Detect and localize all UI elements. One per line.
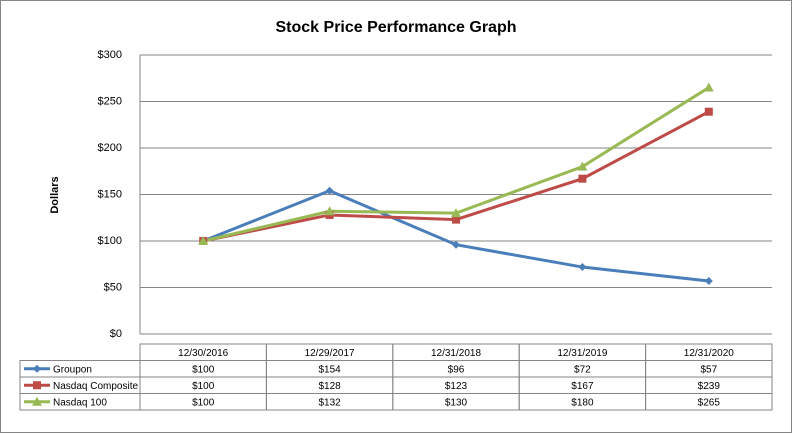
marker <box>324 206 335 216</box>
marker <box>452 215 460 224</box>
table-cell <box>19 393 773 411</box>
table-value: $180 <box>571 397 594 408</box>
table-value: $57 <box>700 364 717 375</box>
table-value: $100 <box>192 397 215 408</box>
legend-label: Nasdaq 100 <box>53 397 107 408</box>
y-tick-label: $250 <box>98 95 122 107</box>
x-tick-label: 12/31/2019 <box>557 348 607 359</box>
table-value: $100 <box>192 364 215 375</box>
table-value: $154 <box>318 364 341 375</box>
table-value: $265 <box>698 397 721 408</box>
y-tick-label: $200 <box>98 142 122 154</box>
chart-title: Stock Price Performance Graph <box>276 19 517 36</box>
table-value: $239 <box>698 381 721 392</box>
marker <box>452 240 460 249</box>
marker <box>578 263 587 272</box>
table-value: $96 <box>448 364 465 375</box>
x-tick-label: 12/31/2020 <box>684 348 734 359</box>
marker <box>577 161 588 171</box>
x-tick-label: 12/31/2018 <box>431 348 481 359</box>
legend-marker <box>32 396 42 406</box>
legend-label: Groupon <box>53 364 92 375</box>
table-value: $167 <box>571 381 594 392</box>
x-tick-label: 12/30/2016 <box>178 348 228 359</box>
table-value: $132 <box>318 397 341 408</box>
y-tick-label: $100 <box>98 235 122 247</box>
marker <box>578 174 587 183</box>
marker <box>704 276 713 285</box>
marker <box>451 208 461 218</box>
y-tick-label: $50 <box>104 281 122 293</box>
marker <box>703 82 714 92</box>
table-value: $130 <box>445 397 468 408</box>
legend-label: Nasdaq Composite <box>53 381 138 392</box>
legend-marker <box>33 381 41 390</box>
marker <box>325 186 334 195</box>
table-value: $100 <box>192 381 215 392</box>
y-axis-label: Dollars <box>49 176 61 213</box>
table-value: $128 <box>318 381 341 392</box>
table-value: $123 <box>445 381 468 392</box>
marker <box>704 107 713 116</box>
y-tick-label: $150 <box>98 188 122 200</box>
y-tick-label: $0 <box>110 328 122 340</box>
x-tick-label: 12/29/2017 <box>305 348 355 359</box>
table-value: $72 <box>574 364 591 375</box>
legend-marker <box>33 364 41 373</box>
marker <box>198 236 209 245</box>
y-tick-label: $300 <box>98 49 122 61</box>
